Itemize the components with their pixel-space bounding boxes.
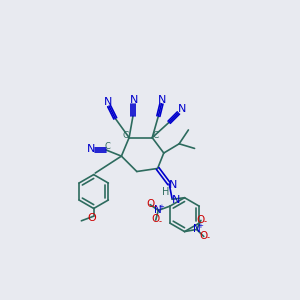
Text: N: N <box>178 104 186 114</box>
Text: N: N <box>193 224 201 234</box>
Text: O: O <box>152 214 160 224</box>
Text: N: N <box>154 205 162 214</box>
Text: -: - <box>159 217 162 226</box>
Text: N: N <box>158 95 166 105</box>
Text: C: C <box>153 131 159 140</box>
Text: N: N <box>87 144 96 154</box>
Text: C: C <box>122 131 128 140</box>
Text: C: C <box>105 142 110 152</box>
Text: -: - <box>153 202 156 211</box>
Text: H: H <box>162 187 170 197</box>
Text: O: O <box>200 231 208 241</box>
Text: O: O <box>146 199 154 209</box>
Text: O: O <box>87 214 96 224</box>
Text: N: N <box>172 195 180 205</box>
Text: O: O <box>197 214 205 225</box>
Text: N: N <box>130 95 138 105</box>
Text: -: - <box>207 234 210 243</box>
Text: N: N <box>104 97 112 107</box>
Text: -: - <box>204 218 207 226</box>
Text: +: + <box>158 203 164 209</box>
Text: N: N <box>169 180 177 190</box>
Text: +: + <box>197 223 203 229</box>
